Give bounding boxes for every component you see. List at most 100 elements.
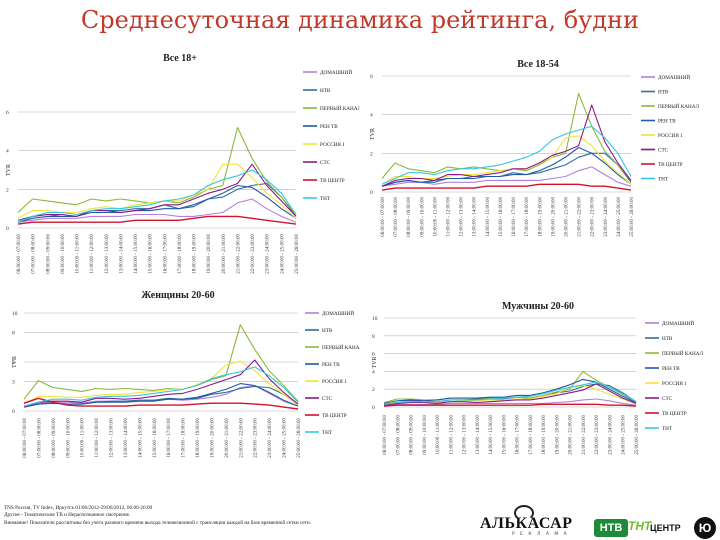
x-tick-label: 23:00:00 - 24:00:00 — [608, 415, 613, 455]
series-line-tnt — [381, 125, 632, 185]
x-tick-label: 18:00:00 - 19:00:00 — [193, 234, 198, 274]
chart-title: Женщины 20-60 — [141, 290, 214, 301]
series-line-tv-tsentr — [17, 215, 297, 225]
x-tick-label: 07:00:00 - 08:00:00 — [394, 197, 399, 237]
y-tick-label: 0 — [12, 409, 15, 415]
legend-label-tv-tsentr: ТВ ЦЕНТР — [662, 411, 687, 417]
y-tick-label: 4 — [372, 369, 375, 375]
x-tick-label: 06:00:00 - 07:00:00 — [17, 234, 22, 274]
x-tick-label: 24:00:00 - 25:00:00 — [622, 415, 627, 455]
x-tick-label: 11:00:00 - 12:00:00 — [449, 415, 454, 455]
x-tick-label: 21:00:00 - 22:00:00 — [236, 234, 241, 274]
legend-label-tnt: ТНТ — [322, 430, 333, 436]
x-tick-label: 09:00:00 - 10:00:00 — [420, 197, 425, 237]
x-tick-label: 19:00:00 - 20:00:00 — [207, 234, 212, 274]
y-tick-label: 3 — [12, 380, 15, 386]
y-tick-label: 10 — [12, 311, 18, 317]
alkasar-logo-text: АЛЬКАСАР — [480, 515, 573, 532]
legend-label-rossiya-1: РОССИЯ 1 — [322, 379, 347, 385]
x-tick-label: 23:00:00 - 24:00:00 — [266, 234, 271, 274]
x-tick-label: 06:00:00 - 07:00:00 — [383, 415, 388, 455]
x-tick-label: 16:00:00 - 17:00:00 — [512, 197, 517, 237]
x-tick-label: 11:00:00 - 12:00:00 — [95, 418, 100, 458]
footer-line-source: TNS Россия, TV Index, Иркутск 01/06/2012… — [4, 505, 153, 511]
legend-label-domashniy: ДОМАШНИЙ — [322, 309, 354, 317]
y-axis-label: TVR — [12, 356, 18, 368]
y-axis-label: TVR — [6, 164, 12, 176]
x-tick-label: 18:00:00 - 19:00:00 — [196, 418, 201, 458]
footer-notes: TNS Россия, TV Index, Иркутск 01/06/2012… — [4, 505, 474, 527]
legend-label-ren-tv: РЕН ТВ — [662, 366, 680, 372]
legend-label-ntv: НТВ — [662, 336, 673, 342]
x-tick-label: 07:00:00 - 08:00:00 — [396, 415, 401, 455]
x-tick-label: 13:00:00 - 14:00:00 — [476, 415, 481, 455]
alkasar-logo: АЛЬКАСАР Р Е К Л А М А — [472, 505, 592, 537]
x-tick-label: 23:00:00 - 24:00:00 — [268, 418, 273, 458]
y-tick-label: 10 — [372, 316, 378, 322]
x-tick-label: 06:00:00 - 07:00:00 — [23, 418, 28, 458]
x-tick-label: 17:00:00 - 18:00:00 — [525, 197, 530, 237]
x-tick-label: 17:00:00 - 18:00:00 — [529, 415, 534, 455]
y-tick-label: 0 — [370, 190, 373, 196]
y-tick-label: 5 — [12, 360, 15, 366]
ntv-logo: НТВ — [594, 519, 628, 537]
legend-label-pervyy-kanal: ПЕРВЫЙ КАНАЛ — [658, 102, 700, 110]
x-tick-label: 13:00:00 - 14:00:00 — [119, 234, 124, 274]
x-tick-label: 12:00:00 - 13:00:00 — [463, 415, 468, 455]
x-tick-label: 10:00:00 - 11:00:00 — [81, 418, 86, 458]
x-tick-label: 10:00:00 - 11:00:00 — [76, 234, 81, 274]
x-tick-label: 08:00:00 - 09:00:00 — [410, 415, 415, 455]
series-line-sts — [381, 104, 632, 187]
footer-line-warning: Внимание! Показатели рассчитаны без учет… — [4, 519, 311, 526]
alkasar-swoosh-icon — [514, 505, 534, 521]
series-line-tv-tsentr — [383, 403, 637, 407]
y-tick-label: 8 — [12, 331, 15, 337]
x-tick-label: 17:00:00 - 18:00:00 — [178, 234, 183, 274]
x-tick-label: 22:00:00 - 23:00:00 — [591, 197, 596, 237]
x-tick-label: 09:00:00 - 10:00:00 — [66, 418, 71, 458]
x-tick-label: 08:00:00 - 09:00:00 — [52, 418, 57, 458]
x-tick-label: 14:00:00 - 15:00:00 — [134, 234, 139, 274]
x-tick-label: 20:00:00 - 21:00:00 — [569, 415, 574, 455]
x-tick-label: 11:00:00 - 12:00:00 — [90, 234, 95, 274]
x-tick-label: 20:00:00 - 21:00:00 — [222, 234, 227, 274]
x-tick-label: 10:00:00 - 11:00:00 — [436, 415, 441, 455]
series-line-tv-tsentr — [381, 183, 632, 191]
chart-title: Мужчины 20-60 — [502, 301, 574, 312]
x-tick-label: 15:00:00 - 16:00:00 — [149, 234, 154, 274]
series-line-pervyy-kanal — [23, 324, 299, 402]
series-line-sts — [383, 383, 637, 406]
x-tick-label: 22:00:00 - 23:00:00 — [254, 418, 259, 458]
x-tick-label: 07:00:00 - 08:00:00 — [37, 418, 42, 458]
x-tick-label: 08:00:00 - 09:00:00 — [46, 234, 51, 274]
y-tick-label: 2 — [372, 387, 375, 393]
alkasar-logo-subtext: Р Е К Л А М А — [512, 532, 569, 537]
series-line-domashniy — [17, 198, 297, 223]
legend-label-domashniy: ДОМАШНИЙ — [662, 319, 694, 327]
x-tick-label: 21:00:00 - 22:00:00 — [582, 415, 587, 455]
x-tick-label: 11:00:00 - 12:00:00 — [447, 197, 452, 237]
chart-all-18-54: Все 18-54 TVR 0 2 4 6 06:00:00 - 07:00:00 07:00… — [370, 59, 700, 237]
chart-men-20-60: Мужчины 20-60 TVR 0 2 4 6 8 10 06:00:00 - 07:00:… — [372, 301, 704, 455]
chart-title: Все 18-54 — [517, 59, 559, 70]
series-line-rossiya-1 — [23, 360, 299, 406]
y-tick-label: 0 — [372, 405, 375, 411]
footer-line-other: Другие - Тематические ТВ и Нераспознанно… — [4, 512, 131, 519]
x-tick-label: 17:00:00 - 18:00:00 — [182, 418, 187, 458]
series-line-ren-tv — [17, 184, 297, 223]
y-axis-label: TVR — [372, 357, 378, 369]
x-tick-label: 12:00:00 - 13:00:00 — [460, 197, 465, 237]
legend-label-ntv: НТВ — [658, 90, 669, 96]
x-tick-label: 21:00:00 - 22:00:00 — [239, 418, 244, 458]
y-tick-label: 0 — [6, 226, 9, 232]
x-tick-label: 13:00:00 - 14:00:00 — [473, 197, 478, 237]
x-tick-label: 16:00:00 - 17:00:00 — [516, 415, 521, 455]
legend-label-ren-tv: РЕН ТВ — [322, 362, 340, 368]
x-tick-label: 16:00:00 - 17:00:00 — [167, 418, 172, 458]
series-line-tnt — [23, 366, 299, 407]
legend-label-sts: СТС — [322, 396, 333, 402]
x-tick-label: 18:00:00 - 19:00:00 — [542, 415, 547, 455]
legend-label-pervyy-kanal: ПЕРВЫЙ КАНАЛ — [662, 349, 704, 357]
x-tick-label: 15:00:00 - 16:00:00 — [502, 415, 507, 455]
legend-label-tv-tsentr: ТВ ЦЕНТР — [658, 162, 683, 168]
